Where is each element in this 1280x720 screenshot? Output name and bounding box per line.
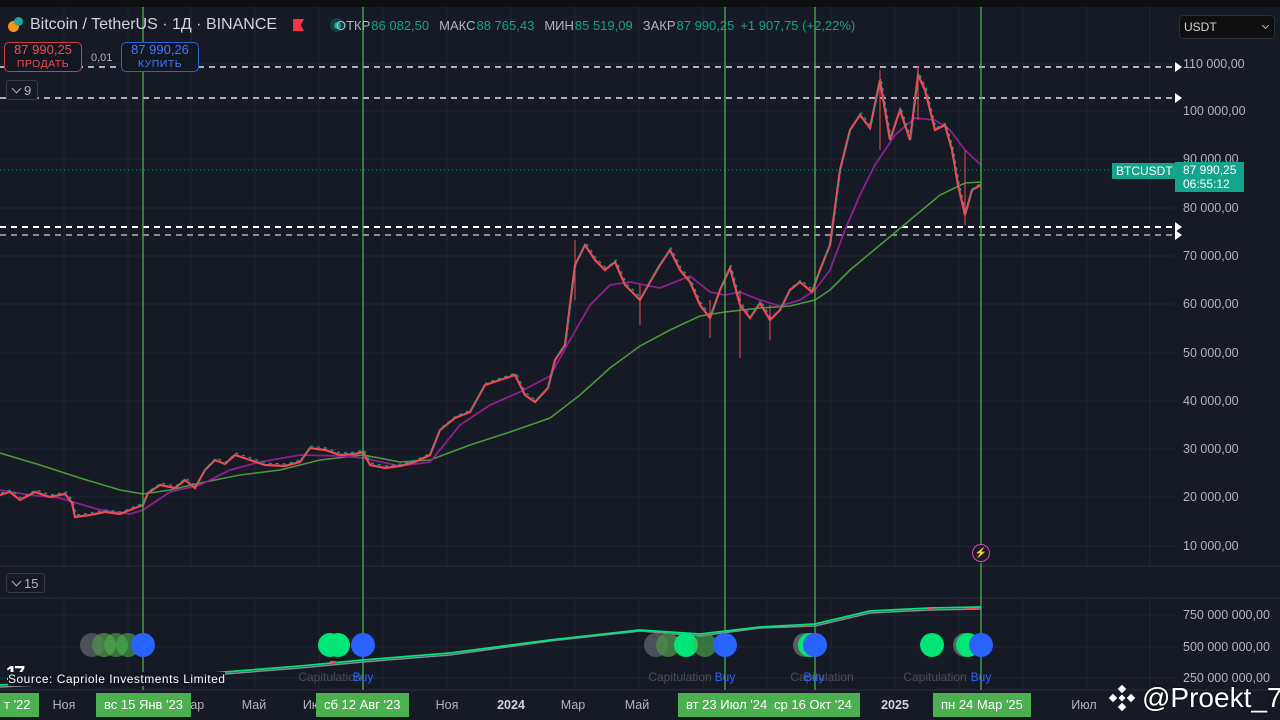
date-tag: вт 23 Июл '24 xyxy=(678,693,772,717)
capitulation-label: Capitulation xyxy=(903,670,967,684)
window-top-bar xyxy=(0,0,1280,7)
date-tag: ср 16 Окт '24 xyxy=(768,693,860,717)
price-chart-canvas[interactable] xyxy=(0,7,1280,720)
capitulation-label: Capitulation xyxy=(298,670,362,684)
time-axis-label: Май xyxy=(624,698,650,712)
price-axis-label: 40 000,00 xyxy=(1183,394,1239,408)
lower-indicators-collapse-button[interactable]: 15 xyxy=(6,573,46,593)
buy-label: КУПИТЬ xyxy=(137,58,183,70)
close-label: ЗАКР xyxy=(642,17,676,33)
chevron-down-icon xyxy=(11,83,22,93)
price-axis-label: 110 000,00 xyxy=(1183,57,1245,71)
price-axis-label: 60 000,00 xyxy=(1183,297,1239,311)
buy-signal-label: Buy xyxy=(970,670,992,684)
low-value: 85 519,09 xyxy=(574,17,633,33)
low-label: МИН xyxy=(544,17,574,33)
watermark-text: @Proekt_73 xyxy=(1142,682,1280,713)
sell-price: 87 990,25 xyxy=(14,42,72,57)
lower-indicators-count: 15 xyxy=(24,575,39,591)
source-text: Source: Capriole Investments Limited xyxy=(8,672,226,686)
buy-button[interactable]: 87 990,26 КУПИТЬ xyxy=(121,42,199,72)
time-axis-label: Мар xyxy=(560,698,586,712)
ohlc-values: ОТКР 86 082,50 МАКС 88 765,43 МИН 85 519,09… xyxy=(336,14,855,36)
lower-axis-label: 500 000 000,00 xyxy=(1183,640,1270,654)
symbol-legend[interactable]: Bitcoin / TetherUS · 1Д · BINANCE xyxy=(8,14,345,36)
bitcoin-tether-icon xyxy=(8,17,24,33)
ma-slow-line xyxy=(0,181,982,495)
sell-label: ПРОДАТЬ xyxy=(16,58,70,70)
price-axis-label: 20 000,00 xyxy=(1183,490,1239,504)
high-label: МАКС xyxy=(439,17,476,33)
signal-dots xyxy=(80,633,993,657)
time-axis-year-label: 2025 xyxy=(881,698,909,712)
capitulation-label: Capitulation xyxy=(648,670,712,684)
date-tag: т '22 xyxy=(0,693,39,717)
horizontal-levels[interactable] xyxy=(0,62,1182,240)
main-indicators-collapse-button[interactable]: 9 xyxy=(6,80,39,100)
current-price-tag: 87 990,25 06:55:12 xyxy=(1175,162,1244,192)
price-axis-label: 70 000,00 xyxy=(1183,249,1239,263)
time-axis-label: Май xyxy=(241,698,267,712)
date-tag: вс 15 Янв '23 xyxy=(96,693,191,717)
chevron-down-icon xyxy=(11,576,22,586)
time-axis-year-label: 2024 xyxy=(497,698,525,712)
close-value: 87 990,25 xyxy=(676,17,735,33)
spread-value: 0,01 xyxy=(91,52,113,64)
current-price: 87 990,25 xyxy=(1183,163,1237,177)
time-axis-label: Июл xyxy=(1071,698,1097,712)
price-axis-label: 100 000,00 xyxy=(1183,104,1246,118)
flag-icon[interactable] xyxy=(293,19,305,31)
candles xyxy=(0,66,983,519)
time-axis-label: Ноя xyxy=(52,698,76,712)
change-value: +1 907,75 (+2,22%) xyxy=(740,17,856,33)
sell-button[interactable]: 87 990,25 ПРОДАТЬ xyxy=(4,42,82,72)
price-axis-label: 10 000,00 xyxy=(1183,539,1239,553)
buy-signal-label: Buy xyxy=(352,670,374,684)
symbol-title: Bitcoin / TetherUS · 1Д · BINANCE xyxy=(30,16,278,33)
time-axis-label: Ноя xyxy=(435,698,459,712)
main-indicators-count: 9 xyxy=(24,82,32,98)
market-open-status-icon xyxy=(330,18,345,32)
lightning-alert-icon[interactable]: ⚡ xyxy=(972,544,990,562)
signal-lines xyxy=(142,7,982,690)
high-value: 88 765,43 xyxy=(476,17,535,33)
currency-select-value: USDT xyxy=(1184,20,1217,34)
symbol-price-tag: BTCUSDT xyxy=(1112,163,1177,179)
lower-axis-label: 250 000 000,00 xyxy=(1183,671,1270,685)
date-tag: пн 24 Мар '25 xyxy=(933,693,1031,717)
buy-signal-label: Buy xyxy=(803,670,825,684)
price-axis-label: 30 000,00 xyxy=(1183,442,1239,456)
currency-select[interactable]: USDT xyxy=(1179,15,1275,39)
ma-fast-line xyxy=(0,117,982,515)
open-label: ОТКР xyxy=(336,17,371,33)
price-axis-label: 80 000,00 xyxy=(1183,201,1239,215)
open-value: 86 082,50 xyxy=(371,17,430,33)
buy-price: 87 990,26 xyxy=(131,42,189,57)
bar-countdown: 06:55:12 xyxy=(1183,177,1230,191)
date-tag: сб 12 Авг '23 xyxy=(316,693,409,717)
binance-logo-icon xyxy=(1108,684,1136,712)
price-axis-label: 50 000,00 xyxy=(1183,346,1239,360)
watermark: @Proekt_73 xyxy=(1108,680,1280,716)
chevron-down-icon xyxy=(1261,21,1270,30)
buy-signal-label: Buy xyxy=(714,670,736,684)
capitulation-label: Capitulation xyxy=(790,670,854,684)
lower-axis-label: 750 000 000,00 xyxy=(1183,608,1270,622)
